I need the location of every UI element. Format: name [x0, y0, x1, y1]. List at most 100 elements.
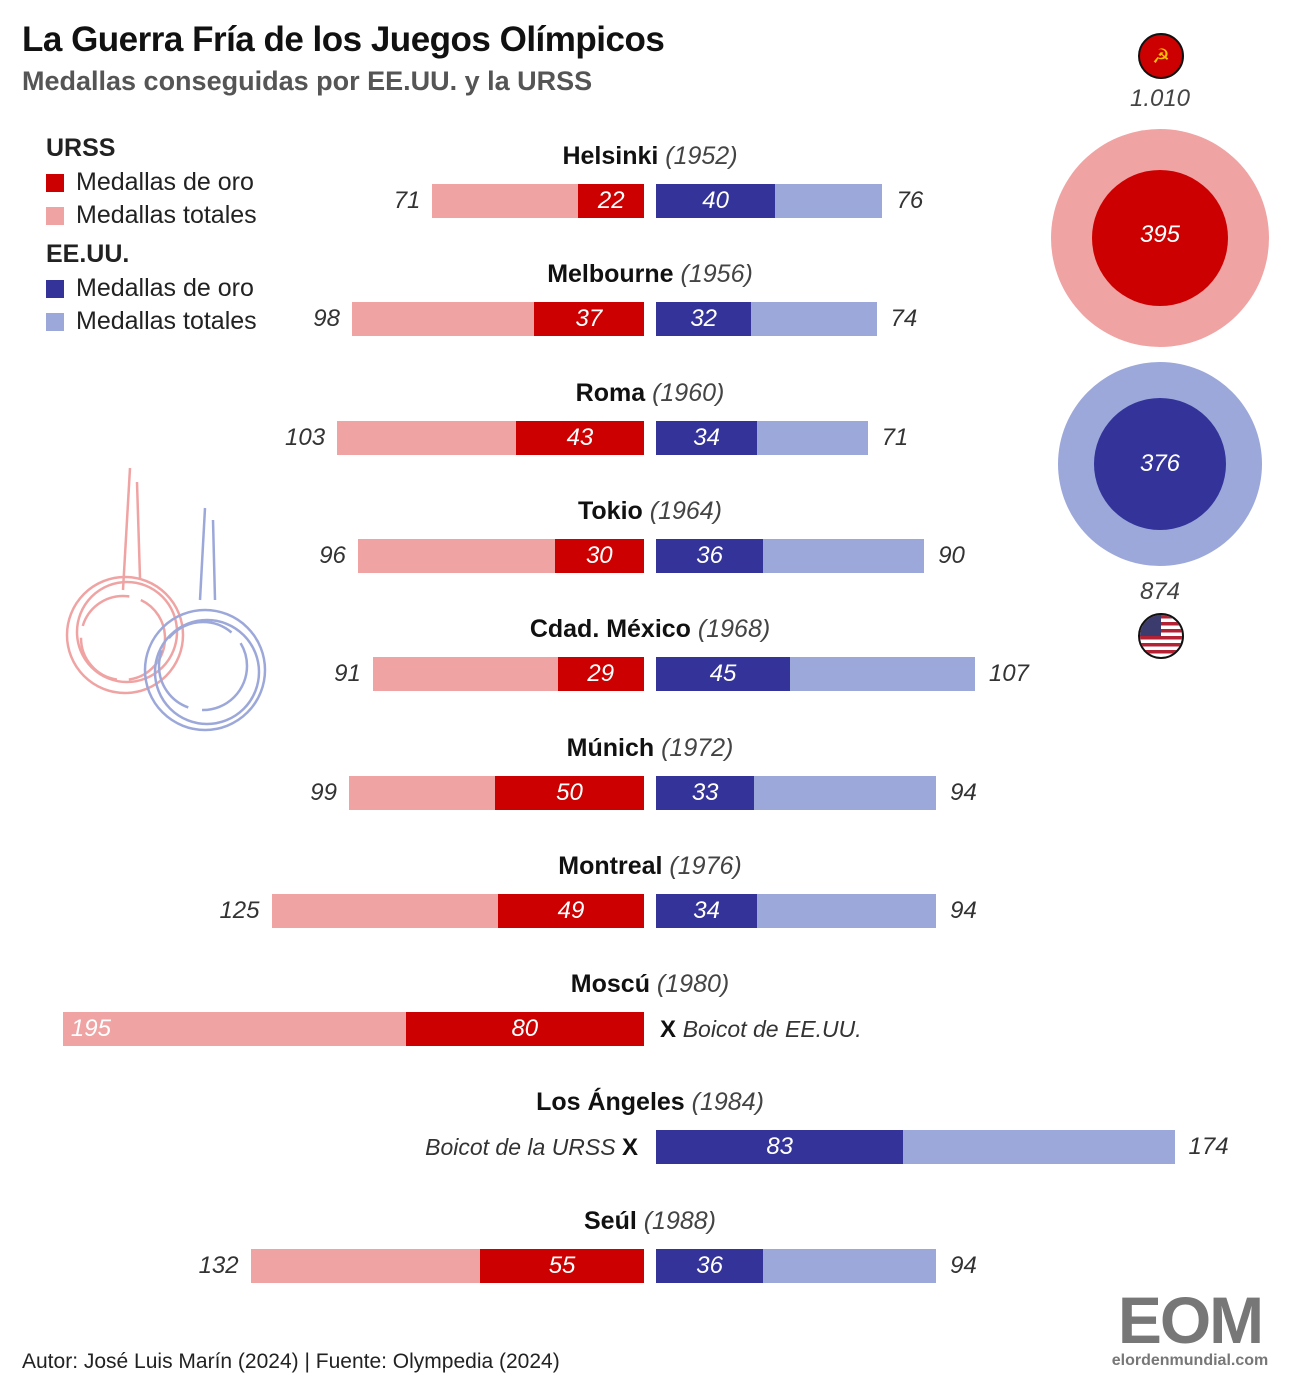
boycott-note: X Boicot de EE.UU. — [660, 1012, 862, 1047]
usa-gold-bar — [656, 421, 758, 455]
urss-total-label: 195 — [70, 1015, 111, 1042]
usa-total-label: 90 — [938, 542, 965, 569]
usa-gold-circle — [1094, 398, 1226, 530]
row-title: Montreal (1976) — [0, 852, 1300, 881]
eom-logo: EOM elordenmundial.com — [1095, 1283, 1285, 1370]
urss-summary-circles — [1051, 129, 1269, 347]
row-title: Tokio (1964) — [0, 497, 1300, 526]
legend-urss-gold: Medallas de oro — [46, 166, 257, 199]
x-mark-icon: X — [621, 1134, 638, 1161]
urss-gold-bar — [480, 1249, 644, 1283]
year-label: (1952) — [658, 142, 738, 170]
legend-label: Medallas totales — [76, 307, 257, 335]
page-subtitle: Medallas conseguidas por EE.UU. y la URS… — [22, 66, 593, 96]
soviet-flag-icon: ☭ — [1138, 33, 1184, 79]
row-title: Cdad. México (1968) — [0, 615, 1300, 644]
urss-gold-bar — [495, 776, 644, 810]
usa-total-label: 94 — [950, 1252, 977, 1279]
urss-gold-label: 22 — [597, 187, 625, 214]
year-label: (1964) — [642, 497, 723, 525]
row-title: Múnich (1972) — [0, 734, 1300, 763]
urss-total-label: 98 — [313, 305, 340, 332]
swatch-icon — [46, 173, 64, 192]
legend-usa-gold: Medallas de oro — [46, 272, 257, 305]
city-label: Tokio — [577, 497, 643, 525]
usa-total-label: 107 — [988, 660, 1029, 687]
logo-url: elordenmundial.com — [1111, 1352, 1269, 1369]
city-label: Melbourne — [547, 260, 674, 288]
usa-total-label: 74 — [890, 305, 918, 332]
year-label: (1988) — [636, 1207, 716, 1235]
city-label: Moscú — [570, 970, 650, 998]
usa-total-label: 76 — [896, 187, 924, 214]
urss-gold-sum: 395 — [1139, 221, 1181, 248]
usa-total-label: 71 — [881, 424, 909, 451]
city-label: Roma — [575, 379, 646, 407]
note-text: Boicot de EE.UU. — [682, 1016, 862, 1042]
usa-total-label: 94 — [950, 779, 977, 806]
legend-label: Medallas totales — [76, 201, 257, 229]
legend-usa-total: Medallas totales — [46, 305, 257, 338]
usa-gold-label: 36 — [696, 1252, 723, 1279]
row-title: Moscú (1980) — [0, 970, 1300, 999]
urss-gold-bar — [557, 657, 644, 691]
urss-total-label: 125 — [219, 897, 260, 924]
city-label: Múnich — [566, 734, 655, 762]
year-label: (1984) — [684, 1088, 764, 1116]
urss-gold-label: 29 — [587, 660, 615, 687]
urss-gold-label: 55 — [548, 1252, 576, 1279]
city-label: Cdad. México — [529, 615, 691, 643]
usa-gold-label: 34 — [693, 897, 720, 924]
year-label: (1976) — [662, 852, 742, 880]
legend-urss-total: Medallas totales — [46, 199, 257, 232]
urss-gold-bar — [554, 539, 644, 573]
city-label: Helsinki — [562, 142, 659, 170]
urss-gold-bar — [405, 1012, 644, 1046]
legend-label: Medallas de oro — [76, 274, 254, 302]
urss-gold-label: 50 — [556, 779, 583, 806]
urss-total-sum: 1.010 — [1129, 85, 1191, 112]
usa-gold-sum: 376 — [1139, 450, 1181, 477]
swatch-icon — [46, 206, 64, 225]
city-label: Seúl — [583, 1207, 637, 1235]
usa-gold-label: 32 — [690, 305, 718, 332]
usa-gold-label: 33 — [691, 779, 719, 806]
urss-gold-label: 37 — [575, 305, 603, 332]
usa-summary-circles — [1058, 362, 1262, 566]
usa-gold-label: 36 — [696, 542, 723, 569]
city-label: Los Ángeles — [536, 1088, 685, 1116]
legend: URSS Medallas de oro Medallas totales EE… — [46, 130, 257, 338]
urss-gold-bar — [515, 421, 644, 455]
usa-gold-bar — [656, 1249, 764, 1283]
urss-total-label: 132 — [198, 1252, 239, 1279]
legend-usa-heading: EE.UU. — [46, 240, 130, 268]
urss-total-label: 91 — [334, 660, 361, 687]
year-label: (1956) — [673, 260, 753, 288]
row-title: Roma (1960) — [0, 379, 1300, 408]
year-label: (1980) — [649, 970, 730, 998]
usa-total-label: 94 — [950, 897, 977, 924]
usa-total-sum: 874 — [1139, 578, 1181, 605]
usa-gold-bar — [656, 184, 776, 218]
row-title: Los Ángeles (1984) — [0, 1088, 1300, 1117]
urss-gold-label: 80 — [511, 1015, 539, 1042]
usa-gold-bar — [656, 776, 755, 810]
usa-gold-bar — [656, 657, 791, 691]
year-label: (1972) — [654, 734, 734, 762]
usa-gold-bar — [656, 894, 758, 928]
svg-text:☭: ☭ — [1152, 46, 1170, 68]
urss-total-label: 103 — [285, 424, 326, 451]
logo-mark: EOM — [1117, 1283, 1264, 1357]
gymnastic-rings-icon — [65, 467, 267, 732]
usa-gold-label: 34 — [693, 424, 720, 451]
usa-gold-bar — [656, 1130, 904, 1164]
usa-gold-label: 40 — [702, 187, 729, 214]
urss-gold-label: 30 — [585, 542, 613, 569]
urss-gold-bar — [497, 894, 644, 928]
us-flag-icon — [1138, 613, 1184, 659]
usa-total-label: 174 — [1188, 1133, 1229, 1160]
city-label: Montreal — [558, 852, 663, 880]
row-title: Melbourne (1956) — [0, 260, 1300, 289]
urss-total-label: 71 — [393, 187, 421, 214]
footer-credits: Autor: José Luis Marín (2024) | Fuente: … — [22, 1350, 560, 1373]
